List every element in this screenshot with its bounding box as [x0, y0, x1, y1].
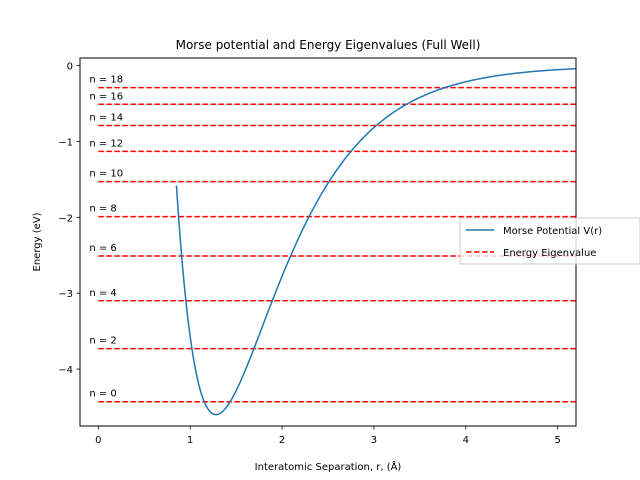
legend: Morse Potential V(r) Energy Eigenvalue: [459, 217, 640, 265]
y-tick-label: −4: [58, 365, 73, 376]
x-tick-label: 4: [463, 435, 469, 446]
legend-box: [459, 217, 640, 265]
x-tick-label: 0: [95, 435, 101, 446]
eigenvalue-label: n = 10: [89, 169, 123, 180]
legend-morse-label: Morse Potential V(r): [503, 226, 602, 237]
x-tick-label: 2: [279, 435, 285, 446]
eigenvalue-label: n = 4: [89, 288, 116, 299]
x-axis-label: Interatomic Separation, r, (Å): [255, 460, 402, 473]
y-axis-label: Energy (eV): [32, 212, 43, 271]
y-tick-label: −1: [58, 137, 73, 148]
eigenvalue-label: n = 0: [89, 389, 116, 400]
y-tick-label: −2: [58, 213, 73, 224]
x-tick-label: 5: [554, 435, 560, 446]
y-tick-label: −3: [58, 289, 73, 300]
eigenvalue-label: n = 12: [89, 138, 123, 149]
eigenvalue-label: n = 8: [89, 204, 116, 215]
y-tick-label: 0: [67, 62, 73, 73]
x-tick-label: 1: [187, 435, 193, 446]
axes: n = 0 n = 2 n = 4 n = 6 n = 8 n = 10 n = 12 n =…: [58, 62, 561, 446]
plot-area: [98, 67, 576, 416]
eigenvalue-label: n = 16: [89, 91, 123, 102]
eigenvalue-label: n = 14: [89, 113, 123, 124]
eigenvalue-label: n = 6: [89, 243, 116, 254]
eigenvalue-label: n = 18: [89, 75, 123, 86]
eigenvalue-label: n = 2: [89, 336, 116, 347]
x-tick-label: 3: [371, 435, 377, 446]
morse-potential-curve: [175, 67, 576, 416]
chart-title: Morse potential and Energy Eigenvalues (…: [176, 38, 481, 52]
legend-eigenvalue-label: Energy Eigenvalue: [503, 248, 596, 259]
